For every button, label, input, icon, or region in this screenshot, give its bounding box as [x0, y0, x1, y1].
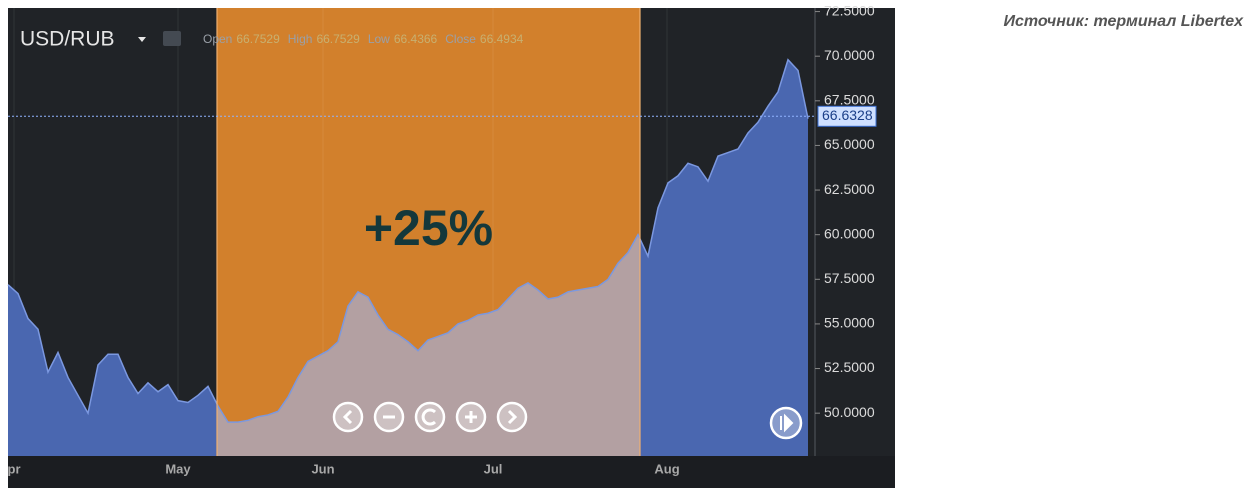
y-tick-label: 55.0000 — [824, 315, 875, 331]
area-highlighted — [217, 234, 640, 456]
quote-label: Open — [203, 32, 232, 46]
scroll-left-button[interactable] — [332, 401, 364, 433]
current-price-label: 66.6328 — [822, 107, 873, 123]
settings-icon[interactable] — [163, 31, 181, 46]
quote-value: 66.4934 — [480, 32, 524, 46]
highlight-label: +25% — [364, 200, 493, 256]
y-tick-label: 67.5000 — [824, 92, 875, 108]
y-tick-label: 70.0000 — [824, 47, 875, 63]
symbol: USD/RUB — [20, 28, 115, 51]
nav-buttons — [332, 401, 803, 440]
y-tick-label: 62.5000 — [824, 181, 875, 197]
x-tick-label: pr — [8, 461, 21, 476]
reset-button[interactable] — [414, 401, 446, 433]
quote-label: Low — [368, 32, 390, 46]
y-tick-label: 65.0000 — [824, 136, 875, 152]
quote-label: Close — [445, 32, 476, 46]
y-tick-label: 60.0000 — [824, 225, 875, 241]
x-axis-bar — [8, 456, 895, 488]
y-tick-label: 52.5000 — [824, 359, 875, 375]
area-line — [7, 58, 809, 423]
current-price-box — [817, 105, 877, 127]
y-tick-label: 50.0000 — [824, 404, 875, 420]
x-tick-label: Jul — [484, 461, 503, 476]
x-tick-label: Aug — [654, 461, 679, 476]
quote-value: 66.7529 — [236, 32, 280, 46]
y-tick-label: 72.5000 — [824, 2, 875, 18]
play-icon — [780, 413, 794, 433]
x-tick-label: Jun — [311, 461, 334, 476]
quote: Open 66.7529 High 66.7529 Low 66.4366 Close 66.… — [203, 32, 524, 46]
quote-label: High — [288, 32, 313, 46]
plot-area: +25% — [7, 8, 815, 456]
y-tick-label: 57.5000 — [824, 270, 875, 286]
scroll-right-button[interactable] — [496, 401, 528, 433]
symbol-dropdown[interactable] — [138, 37, 146, 42]
source: Источник: терминал Libertex — [1003, 13, 1244, 30]
x-tick-label: May — [165, 461, 191, 476]
nav-icons — [342, 408, 518, 426]
ticks: pr May Jun Jul Aug 50.0000 52.5000 55.0000 57.50… — [8, 2, 877, 476]
quote-value: 66.7529 — [316, 32, 360, 46]
quote-value: 66.4366 — [394, 32, 438, 46]
